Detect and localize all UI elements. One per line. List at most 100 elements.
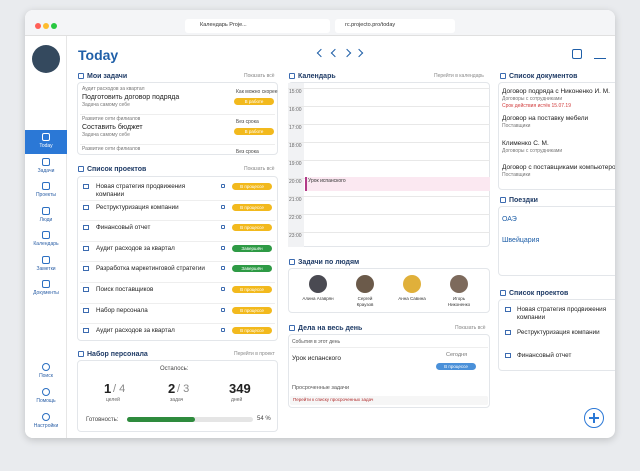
subheading: События в этот день: [292, 339, 341, 345]
tab-title: Календарь Proje...: [200, 22, 247, 28]
person-name: Игорь: [452, 296, 466, 301]
doc-name[interactable]: Договор подряда с Никоненко И. М.: [502, 88, 610, 95]
icon: [500, 197, 506, 203]
nav-icon[interactable]: [42, 363, 50, 371]
url-bar[interactable]: [335, 19, 455, 33]
link[interactable]: Перейти в проект: [234, 351, 275, 357]
nav-arrow[interactable]: [316, 48, 326, 58]
task-title[interactable]: Подготовить договор подряда: [82, 94, 180, 101]
project-name[interactable]: Поиск поставщиков: [96, 286, 154, 293]
task-project: Развитие сети филиалов: [82, 146, 141, 152]
url: rc.projecto.pro/today: [345, 22, 396, 28]
status-badge: В процессе: [436, 363, 476, 370]
project-name[interactable]: Новая стратегия продвижения компании: [517, 306, 607, 321]
event-title[interactable]: Урок испанского: [308, 178, 346, 184]
project-name[interactable]: Аудит расходов за квартал: [96, 327, 175, 335]
stat-value: 349: [229, 381, 251, 396]
task-title[interactable]: Составить бюджет: [82, 124, 143, 131]
project-name[interactable]: Разработка маркетинговой стратегии: [96, 265, 205, 273]
nav-icon[interactable]: [42, 280, 50, 288]
trip[interactable]: ОАЭ: [502, 216, 517, 223]
nav-arrow[interactable]: [330, 48, 340, 58]
person-avatar[interactable]: [309, 275, 327, 293]
doc-name[interactable]: Клименко С. М.: [502, 140, 549, 147]
stat-label: дней: [231, 397, 243, 403]
section-title: Набор персонала: [87, 351, 148, 358]
nav-item[interactable]: Документы: [33, 290, 59, 296]
nav-item[interactable]: Проекты: [35, 192, 57, 198]
person-name: Анна Савина: [398, 296, 426, 301]
project-icon: [83, 328, 89, 334]
nav-item[interactable]: Настройки: [33, 423, 59, 429]
nav-item[interactable]: Задачи: [37, 167, 55, 174]
nav-icon[interactable]: [42, 157, 50, 166]
divider: [80, 282, 275, 283]
nav-icon[interactable]: [42, 133, 50, 141]
nav-item[interactable]: Поиск: [39, 373, 53, 379]
tag-icon: [221, 225, 225, 230]
doc-name[interactable]: Договор на поставку мебели: [502, 115, 589, 122]
status-badge: В работе: [234, 98, 274, 105]
stat-total: / 4: [113, 383, 126, 395]
nav-item[interactable]: Заметки: [36, 265, 56, 272]
status-badge: В процессе: [232, 183, 272, 190]
nav-icon[interactable]: [42, 413, 50, 421]
nav-item[interactable]: Помощь: [36, 398, 56, 404]
nav-item[interactable]: Люди: [39, 216, 53, 223]
section-title: Список проектов: [509, 290, 569, 297]
project-icon: [505, 307, 511, 312]
nav-arrow[interactable]: [354, 48, 364, 58]
nav-icon[interactable]: [42, 255, 50, 264]
doc-name[interactable]: Договор с поставщиками компьютеров: [502, 164, 615, 171]
nav-item[interactable]: Today: [39, 143, 53, 149]
section-title: Список проектов: [87, 166, 147, 173]
project-name[interactable]: Реструктуризация компании: [96, 203, 179, 211]
overdue-row[interactable]: [290, 396, 488, 405]
hour-label: 20:00: [289, 179, 302, 185]
browser-window: Календарь Proje... rc.projecto.pro/today T…: [25, 10, 615, 438]
task-due: Как можно скорее: [236, 89, 278, 95]
stat-label: задач: [170, 397, 184, 403]
nav-icon[interactable]: [42, 182, 50, 190]
hour-line: [288, 160, 490, 161]
project-name[interactable]: Новая стратегия продвижения компании: [96, 183, 186, 198]
hour-label: 23:00: [289, 233, 302, 239]
project-name[interactable]: Аудит расходов за квартал: [96, 244, 175, 252]
person-avatar[interactable]: [450, 275, 468, 293]
download-icon[interactable]: [594, 49, 606, 59]
hour-label: 19:00: [289, 161, 302, 167]
window-dot: [51, 23, 57, 29]
settings-icon[interactable]: [572, 49, 582, 59]
link[interactable]: Показать всё: [455, 325, 486, 331]
project-icon: [505, 330, 511, 335]
nav-arrow[interactable]: [342, 48, 352, 58]
nav-icon[interactable]: [42, 388, 50, 396]
event-title[interactable]: Урок испанского: [292, 355, 341, 362]
link[interactable]: Показать всё: [244, 73, 275, 79]
card: [77, 82, 278, 155]
divider: [80, 302, 275, 304]
overdue-link[interactable]: Перейти к списку просроченных задач: [293, 397, 374, 402]
project-name[interactable]: Финансовый отчет: [517, 352, 572, 359]
readiness-value: 54 %: [257, 416, 271, 422]
project-name[interactable]: Финансовый отчет: [96, 224, 151, 232]
doc-group: Договоры с сотрудниками: [502, 148, 563, 154]
nav-icon[interactable]: [42, 206, 50, 215]
link[interactable]: Перейти в календарь: [434, 73, 484, 79]
tab: [185, 19, 330, 33]
trip[interactable]: Швейцария: [502, 237, 540, 244]
project-icon: [83, 266, 89, 272]
divider: [80, 220, 275, 222]
nav-item[interactable]: Календарь: [33, 241, 59, 247]
tag-icon: [221, 328, 225, 333]
project-name[interactable]: Набор персонала: [96, 306, 148, 314]
project-name[interactable]: Реструктуризация компании: [517, 329, 600, 336]
divider: [80, 323, 275, 325]
person-avatar[interactable]: [403, 275, 421, 293]
nav-icon[interactable]: [42, 231, 50, 239]
person-avatar[interactable]: [356, 275, 374, 293]
link[interactable]: Показать всё: [244, 166, 275, 172]
hour-line: [288, 106, 490, 107]
task-project: Развитие сети филиалов: [82, 116, 141, 122]
